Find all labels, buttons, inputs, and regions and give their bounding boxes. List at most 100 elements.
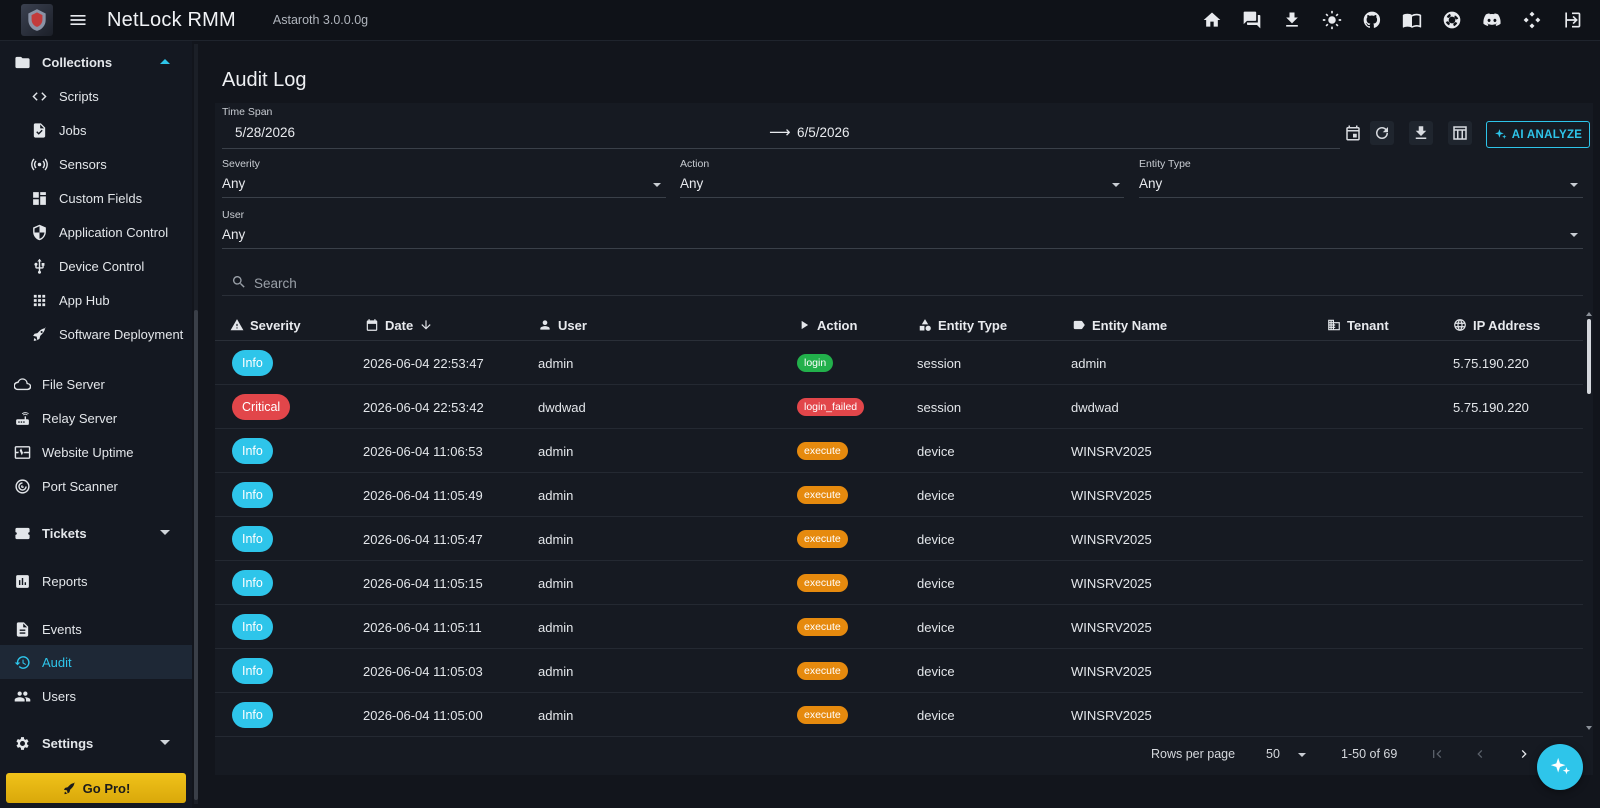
sidebar-item-reports[interactable]: Reports <box>0 564 192 598</box>
date-cell: 2026-06-04 11:05:49 <box>363 487 483 503</box>
sidebar-item-app-hub[interactable]: App Hub <box>0 283 192 317</box>
sidebar-item-sensors[interactable]: Sensors <box>0 147 192 181</box>
logout-icon[interactable] <box>1560 8 1584 32</box>
discord-icon[interactable] <box>1480 8 1504 32</box>
column-header-label: Tenant <box>1347 317 1389 333</box>
column-header-date[interactable]: Date <box>365 316 433 334</box>
severity-filter-select[interactable]: Any <box>222 176 246 191</box>
sidebar-item-custom-fields[interactable]: Custom Fields <box>0 181 192 215</box>
chat-icon[interactable] <box>1240 8 1264 32</box>
prev-page-icon[interactable] <box>1470 744 1490 764</box>
table-row[interactable]: Info 2026-06-04 11:06:53 admin execute d… <box>215 429 1583 473</box>
go-pro-button[interactable]: Go Pro! <box>6 773 186 803</box>
sidebar-item-label: File Server <box>42 376 105 392</box>
chevron-down-icon[interactable] <box>653 183 661 187</box>
sidebar-group-tickets[interactable]: Tickets <box>0 516 192 550</box>
sort-desc-icon[interactable] <box>419 318 433 332</box>
github-icon[interactable] <box>1360 8 1384 32</box>
table-row[interactable]: Info 2026-06-04 11:05:00 admin execute d… <box>215 693 1583 737</box>
chevron-down-icon[interactable] <box>1298 753 1306 757</box>
sidebar-scrollbar[interactable] <box>194 310 198 800</box>
sidebar-item-label: Events <box>42 621 82 637</box>
sidebar-group-collections[interactable]: Collections <box>0 45 192 79</box>
chevron-down-icon[interactable] <box>1570 183 1578 187</box>
entity-name-cell: WINSRV2025 <box>1071 487 1152 503</box>
sidebar-item-file-server[interactable]: File Server <box>0 367 192 401</box>
table-row[interactable]: Info 2026-06-04 11:05:49 admin execute d… <box>215 473 1583 517</box>
table-row[interactable]: Info 2026-06-04 11:05:47 admin execute d… <box>215 517 1583 561</box>
home-icon[interactable] <box>1200 8 1224 32</box>
code-icon <box>30 87 48 105</box>
brightness-icon[interactable] <box>1320 8 1344 32</box>
column-header-entity-name[interactable]: Entity Name <box>1072 316 1167 334</box>
rows-per-page-select[interactable]: 50 <box>1266 747 1280 761</box>
next-page-icon[interactable] <box>1514 744 1534 764</box>
date-cell: 2026-06-04 11:05:00 <box>363 707 483 723</box>
entity-name-cell: WINSRV2025 <box>1071 443 1152 459</box>
sidebar-item-label: Device Control <box>59 258 145 274</box>
menu-toggle-icon[interactable] <box>66 8 90 32</box>
sidebar-item-device-control[interactable]: Device Control <box>0 249 192 283</box>
history-icon <box>13 653 31 671</box>
table-row[interactable]: Critical 2026-06-04 22:53:42 dwdwad logi… <box>215 385 1583 429</box>
sidebar-item-audit[interactable]: Audit <box>0 645 192 679</box>
column-header-action[interactable]: Action <box>797 316 857 334</box>
columns-icon[interactable] <box>1448 121 1472 145</box>
sidebar-group-settings[interactable]: Settings <box>0 726 192 760</box>
action-badge: execute <box>797 486 848 504</box>
sidebar-item-website-uptime[interactable]: Website Uptime <box>0 435 192 469</box>
sidebar-item-users[interactable]: Users <box>0 679 192 713</box>
entity-type-filter-select[interactable]: Any <box>1139 176 1163 191</box>
refresh-icon[interactable] <box>1370 121 1394 145</box>
ai-assistant-button[interactable] <box>1537 744 1583 790</box>
entity-type-cell: session <box>917 399 962 415</box>
sidebar-item-port-scanner[interactable]: Port Scanner <box>0 469 192 503</box>
support-icon[interactable] <box>1440 8 1464 32</box>
date-to-input[interactable]: 6/5/2026 <box>797 125 850 140</box>
column-header-tenant[interactable]: Tenant <box>1327 316 1389 334</box>
sidebar-item-label: Software Deployment <box>59 326 184 342</box>
expand-icon[interactable] <box>160 530 170 535</box>
ai-analyze-label: AI ANALYZE <box>1511 128 1583 141</box>
date-from-input[interactable]: 5/28/2026 <box>235 125 296 140</box>
download-icon[interactable] <box>1280 8 1304 32</box>
entity-type-cell: device <box>917 443 955 459</box>
table-row[interactable]: Info 2026-06-04 11:05:11 admin execute d… <box>215 605 1583 649</box>
table-row[interactable]: Info 2026-06-04 11:05:03 admin execute d… <box>215 649 1583 693</box>
router-icon <box>13 409 31 427</box>
column-header-label: Action <box>817 317 858 333</box>
column-header-ip-address[interactable]: IP Address <box>1453 316 1540 334</box>
table-row[interactable]: Info 2026-06-04 11:05:15 admin execute d… <box>215 561 1583 605</box>
table-scrollbar[interactable] <box>1587 319 1591 394</box>
collapse-icon[interactable] <box>160 59 170 64</box>
sidebar-item-software-deployment[interactable]: Software Deployment <box>0 317 192 351</box>
table-row[interactable]: Info 2026-06-04 22:53:47 admin login ses… <box>215 341 1583 385</box>
chevron-down-icon[interactable] <box>1570 233 1578 237</box>
sidebar-item-jobs[interactable]: Jobs <box>0 113 192 147</box>
ticket-icon <box>13 524 31 542</box>
user-underline <box>222 248 1583 249</box>
expand-icon[interactable] <box>160 740 170 745</box>
sidebar-item-application-control[interactable]: Application Control <box>0 215 192 249</box>
first-page-icon[interactable] <box>1427 744 1447 764</box>
rocket-icon <box>30 325 48 343</box>
date-cell: 2026-06-04 22:53:42 <box>363 399 484 415</box>
column-header-entity-type[interactable]: Entity Type <box>918 316 1007 334</box>
sidebar-item-events[interactable]: Events <box>0 612 192 646</box>
table-scroll-down-icon[interactable] <box>1586 726 1592 730</box>
search-input[interactable] <box>254 272 1574 294</box>
category-icon <box>919 319 931 331</box>
ai-analyze-button[interactable]: AI ANALYZE <box>1486 121 1590 148</box>
chevron-down-icon[interactable] <box>1112 183 1120 187</box>
user-filter-select[interactable]: Any <box>222 227 246 242</box>
column-header-severity[interactable]: Severity <box>230 316 301 334</box>
table-scroll-up-icon[interactable] <box>1586 312 1592 316</box>
docs-icon[interactable] <box>1400 8 1424 32</box>
column-header-user[interactable]: User <box>538 316 587 334</box>
action-filter-select[interactable]: Any <box>680 176 704 191</box>
export-icon[interactable] <box>1409 121 1433 145</box>
calendar-icon[interactable] <box>1341 121 1365 145</box>
sidebar-item-scripts[interactable]: Scripts <box>0 79 192 113</box>
sidebar-item-relay-server[interactable]: Relay Server <box>0 401 192 435</box>
integrations-icon[interactable] <box>1520 8 1544 32</box>
